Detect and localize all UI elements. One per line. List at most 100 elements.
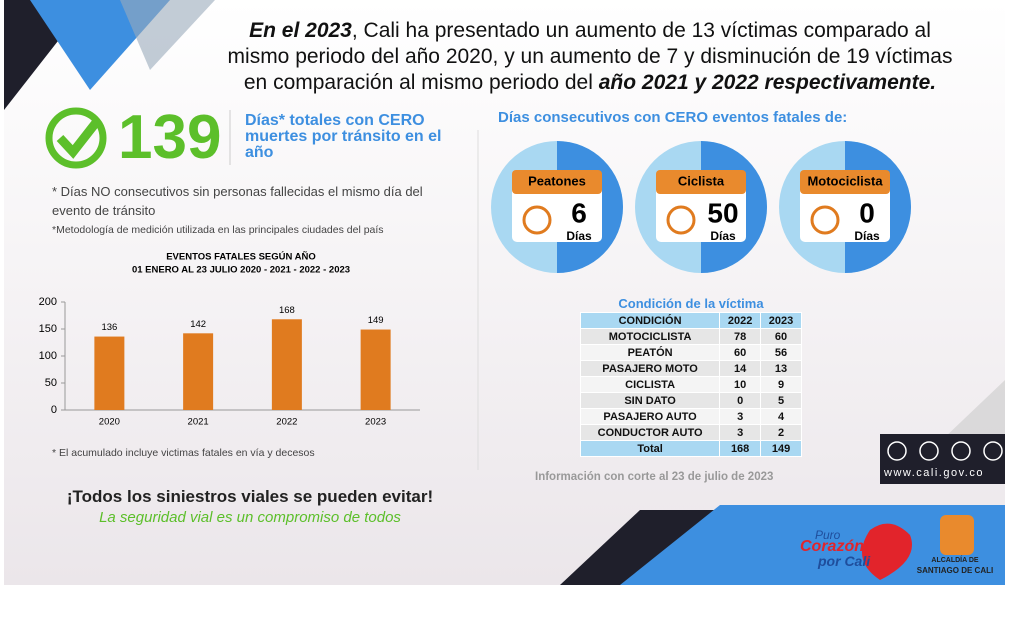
note: * Días NO consecutivos sin personas fall… bbox=[52, 184, 423, 218]
table-row: PEATÓN 60 56 bbox=[579, 344, 802, 361]
card-label: Ciclista bbox=[678, 173, 725, 188]
headline: En el 2023, Cali ha presentado un aument… bbox=[190, 18, 990, 96]
table-row: CICLISTA 10 9 bbox=[579, 376, 802, 393]
table-cell: 168 bbox=[719, 440, 762, 457]
table-cell: 2023 bbox=[760, 312, 802, 329]
data-label: 136 bbox=[101, 322, 117, 333]
card-header bbox=[656, 170, 746, 194]
table-cell: PEATÓN bbox=[579, 344, 721, 361]
table-row: Total 168 149 bbox=[579, 440, 802, 457]
x-tick-label: 2020 bbox=[99, 417, 120, 428]
bar bbox=[94, 336, 125, 410]
card-label: Peatones bbox=[528, 173, 586, 188]
card-icon bbox=[666, 205, 696, 235]
headline-bold: año 2021 y 2022 respectivamente. bbox=[598, 71, 937, 94]
deco bbox=[620, 505, 1005, 585]
table-row: MOTOCICLISTA 78 60 bbox=[579, 328, 802, 345]
card-value: 50 bbox=[707, 197, 738, 228]
headline-text: mismo periodo del año 2020, y un aumento… bbox=[227, 45, 953, 68]
y-tick-label: 200 bbox=[39, 296, 57, 308]
table-row: CONDICIÓN 2022 2023 bbox=[579, 312, 802, 329]
stat-value: 139 bbox=[118, 103, 222, 172]
section-title: Días consecutivos con CERO eventos fatal… bbox=[498, 109, 848, 126]
x-tick-label: 2022 bbox=[276, 417, 297, 428]
stat-label: Días* totales con CERO muertes por tráns… bbox=[245, 112, 442, 161]
logo-text: por Cali bbox=[818, 553, 871, 569]
table-cell: 5 bbox=[760, 392, 802, 409]
data-label: 168 bbox=[279, 305, 295, 316]
table-cell: 13 bbox=[760, 360, 802, 377]
card-value: 0 bbox=[859, 197, 875, 228]
table-cell: 3 bbox=[719, 424, 762, 441]
y-tick-label: 150 bbox=[39, 323, 57, 335]
note: * El acumulado incluye victimas fatales … bbox=[52, 447, 315, 459]
bar bbox=[271, 319, 302, 410]
heart bbox=[862, 523, 912, 580]
table-cell: 60 bbox=[760, 328, 802, 345]
footnote: Información con corte al 23 de julio de … bbox=[535, 471, 774, 483]
card-unit: Días bbox=[854, 229, 880, 243]
card-header bbox=[800, 170, 890, 194]
table-cell: CONDUCTOR AUTO bbox=[579, 424, 721, 441]
table-title: Condición de la víctima bbox=[618, 296, 764, 311]
card bbox=[512, 182, 602, 242]
social bbox=[887, 441, 1003, 461]
deco bbox=[120, 0, 215, 70]
card-unit: Días bbox=[710, 229, 736, 243]
panel bbox=[4, 0, 1005, 585]
bar bbox=[183, 333, 214, 410]
headline-bold: En el 2023 bbox=[249, 19, 352, 42]
card-label: Motociclista bbox=[807, 173, 883, 188]
table-row: PASAJERO AUTO 3 4 bbox=[579, 408, 802, 425]
chart-title: EVENTOS FATALES SEGÚN AÑO bbox=[166, 251, 316, 263]
table-cell: SIN DATO bbox=[579, 392, 721, 409]
logo-text: ALCALDÍA DE bbox=[931, 557, 979, 564]
logo-text: Corazón bbox=[800, 538, 864, 555]
slogan: ¡Todos los siniestros viales se pueden e… bbox=[66, 487, 434, 506]
headline-text: , Cali ha presentado un aumento de 13 ví… bbox=[351, 19, 931, 42]
table-cell: 60 bbox=[719, 344, 762, 361]
card bbox=[800, 182, 890, 242]
table-cell: PASAJERO AUTO bbox=[579, 408, 721, 425]
logo-text: Puro bbox=[815, 528, 841, 542]
y-tick-label: 0 bbox=[51, 404, 57, 416]
table-row: CONDUCTOR AUTO 3 2 bbox=[579, 424, 802, 441]
table-cell: 10 bbox=[719, 376, 762, 393]
table-cell: PASAJERO MOTO bbox=[579, 360, 721, 377]
check bbox=[45, 107, 107, 169]
data-label: 142 bbox=[190, 319, 206, 330]
card-icon bbox=[810, 205, 840, 235]
y-tick-label: 50 bbox=[45, 377, 57, 389]
table-cell: 3 bbox=[719, 408, 762, 425]
table-row: PASAJERO MOTO 14 13 bbox=[579, 360, 802, 377]
headline-text: en comparación al mismo periodo del bbox=[243, 71, 599, 94]
table-cell: 0 bbox=[719, 392, 762, 409]
table-cell: 2 bbox=[760, 424, 802, 441]
table-cell: 14 bbox=[719, 360, 762, 377]
table: CONDICIÓN 2022 2023 MOTOCICLISTA 78 60 PEATÓN 6… bbox=[579, 312, 802, 457]
slogan-sub: La seguridad vial es un compromiso de to… bbox=[99, 509, 401, 526]
table-cell: 9 bbox=[760, 376, 802, 393]
table-cell: 149 bbox=[760, 440, 802, 457]
x-tick-label: 2023 bbox=[365, 417, 386, 428]
website: www.cali.gov.co bbox=[884, 467, 984, 479]
data-label: 149 bbox=[368, 315, 384, 326]
table-cell: MOTOCICLISTA bbox=[579, 328, 721, 345]
table-cell: CICLISTA bbox=[579, 376, 721, 393]
y-tick-label: 100 bbox=[39, 350, 57, 362]
table-cell: 78 bbox=[719, 328, 762, 345]
table-row: SIN DATO 0 5 bbox=[579, 392, 802, 409]
chart-subtitle: 01 ENERO AL 23 JULIO 2020 - 2021 - 2022 … bbox=[132, 265, 350, 276]
logo-text: SANTIAGO DE CALI bbox=[916, 566, 994, 575]
table-cell: 56 bbox=[760, 344, 802, 361]
bar bbox=[360, 329, 391, 410]
shield bbox=[940, 515, 974, 555]
table-cell: 2022 bbox=[719, 312, 762, 329]
card-value: 6 bbox=[571, 197, 587, 228]
table-cell: Total bbox=[579, 440, 721, 457]
table-cell: 4 bbox=[760, 408, 802, 425]
note: *Metodología de medición utilizada en la… bbox=[52, 224, 384, 236]
x-tick-label: 2021 bbox=[188, 417, 209, 428]
card bbox=[656, 182, 746, 242]
